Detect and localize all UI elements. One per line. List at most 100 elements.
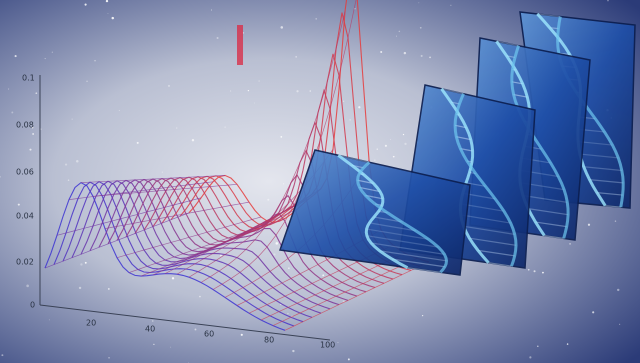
star xyxy=(195,329,197,331)
star xyxy=(567,343,568,344)
star xyxy=(403,134,404,135)
star xyxy=(420,27,422,29)
star xyxy=(11,112,13,114)
star xyxy=(588,224,590,226)
star xyxy=(108,357,110,359)
x-label: 60 xyxy=(204,330,214,339)
y-label: 0.1 xyxy=(22,74,35,83)
image: 0.1 0.08 0.06 0.04 0.02 0 20 40 60 80 10… xyxy=(0,0,640,363)
star xyxy=(292,350,294,352)
star xyxy=(385,145,387,147)
star xyxy=(68,179,70,181)
star xyxy=(80,263,82,265)
star xyxy=(288,268,289,269)
star xyxy=(170,347,171,348)
star xyxy=(85,4,87,6)
x-label: 80 xyxy=(264,336,274,345)
star xyxy=(537,346,539,348)
star xyxy=(106,0,108,2)
star xyxy=(450,5,451,6)
x-label: 20 xyxy=(86,319,96,328)
star xyxy=(337,342,338,343)
star xyxy=(358,106,360,108)
star xyxy=(295,56,297,58)
star xyxy=(350,119,351,120)
star xyxy=(94,60,95,61)
star xyxy=(283,183,284,184)
star xyxy=(72,119,73,120)
star xyxy=(40,128,41,129)
y-label: 0.06 xyxy=(16,168,34,177)
y-label: 0.08 xyxy=(16,121,34,130)
star xyxy=(393,156,395,158)
star xyxy=(529,356,531,358)
page: 0.1 0.08 0.06 0.04 0.02 0 20 40 60 80 10… xyxy=(0,0,640,363)
peak xyxy=(237,25,243,65)
star xyxy=(267,199,269,201)
star xyxy=(569,243,570,244)
star xyxy=(528,269,530,271)
star xyxy=(192,139,194,141)
star xyxy=(348,358,350,360)
star xyxy=(421,55,423,57)
star xyxy=(273,253,275,255)
x-label: 40 xyxy=(145,325,155,334)
star xyxy=(322,274,324,276)
star xyxy=(211,10,212,11)
star xyxy=(422,315,423,316)
star xyxy=(108,288,110,290)
star xyxy=(399,31,401,33)
star xyxy=(377,148,378,149)
star xyxy=(404,143,406,145)
star xyxy=(1,354,3,356)
star xyxy=(258,80,260,82)
star xyxy=(49,319,50,320)
star xyxy=(79,287,81,289)
y-label: 0.04 xyxy=(16,212,34,221)
y-label: 0 xyxy=(30,301,35,310)
star xyxy=(343,101,344,102)
star xyxy=(85,262,87,264)
star xyxy=(168,85,170,87)
star xyxy=(296,90,298,92)
star xyxy=(241,334,243,336)
y-label: 0.02 xyxy=(16,258,34,267)
star xyxy=(390,139,391,140)
star xyxy=(380,51,382,53)
star xyxy=(615,220,616,221)
star xyxy=(217,37,219,39)
star xyxy=(65,164,67,166)
star xyxy=(15,55,17,57)
star xyxy=(45,58,46,59)
star xyxy=(107,13,108,14)
star xyxy=(153,344,154,345)
star xyxy=(172,277,174,279)
star xyxy=(176,127,177,128)
star xyxy=(112,17,114,19)
star xyxy=(225,127,226,128)
star xyxy=(374,160,375,161)
star xyxy=(592,311,594,313)
star xyxy=(137,142,139,144)
star xyxy=(310,90,312,92)
x-label: 100 xyxy=(320,341,335,350)
star xyxy=(220,255,222,257)
star xyxy=(29,149,31,151)
star xyxy=(8,89,9,90)
star xyxy=(254,103,255,104)
star xyxy=(429,56,431,58)
star xyxy=(418,2,419,3)
star xyxy=(287,313,289,315)
star xyxy=(152,320,154,322)
star xyxy=(162,172,163,173)
star xyxy=(276,242,279,245)
star xyxy=(76,160,79,163)
star xyxy=(248,90,249,91)
star xyxy=(86,80,88,82)
star xyxy=(316,18,317,19)
star xyxy=(607,0,608,1)
star xyxy=(338,153,339,154)
star xyxy=(119,110,120,111)
star xyxy=(280,26,283,29)
star xyxy=(32,133,34,135)
